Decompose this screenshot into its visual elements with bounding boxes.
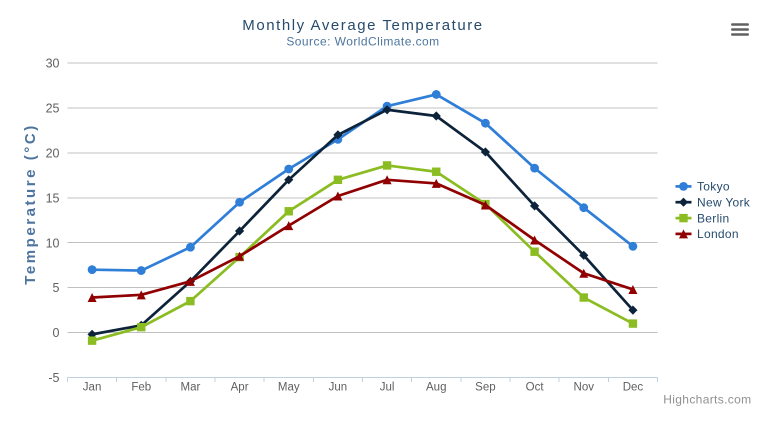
svg-text:Jan: Jan	[83, 382, 102, 394]
svg-text:10: 10	[46, 236, 60, 250]
svg-text:20: 20	[46, 146, 60, 160]
svg-text:Source: WorldClimate.com: Source: WorldClimate.com	[286, 35, 439, 49]
svg-text:Aug: Aug	[426, 382, 446, 394]
svg-text:Feb: Feb	[131, 382, 151, 394]
svg-text:Temperature (°C): Temperature (°C)	[22, 123, 39, 285]
svg-text:Highcharts.com: Highcharts.com	[663, 393, 751, 407]
svg-text:Apr: Apr	[231, 382, 249, 394]
svg-text:Monthly Average Temperature: Monthly Average Temperature	[242, 17, 483, 34]
svg-text:5: 5	[53, 281, 60, 295]
svg-text:London: London	[697, 227, 739, 241]
svg-text:Sep: Sep	[475, 382, 495, 394]
svg-text:May: May	[278, 382, 300, 394]
svg-text:Mar: Mar	[181, 382, 201, 394]
svg-text:25: 25	[46, 102, 60, 116]
svg-text:-5: -5	[48, 371, 59, 385]
svg-text:Nov: Nov	[574, 382, 595, 394]
svg-text:Jun: Jun	[329, 382, 348, 394]
svg-text:New York: New York	[697, 196, 751, 210]
svg-text:0: 0	[53, 326, 60, 340]
svg-text:Oct: Oct	[526, 382, 545, 394]
svg-text:Jul: Jul	[380, 382, 395, 394]
svg-text:30: 30	[46, 57, 60, 71]
svg-text:Berlin: Berlin	[697, 211, 729, 225]
svg-text:Tokyo: Tokyo	[697, 180, 730, 194]
svg-text:Dec: Dec	[623, 382, 644, 394]
svg-text:15: 15	[46, 191, 60, 205]
